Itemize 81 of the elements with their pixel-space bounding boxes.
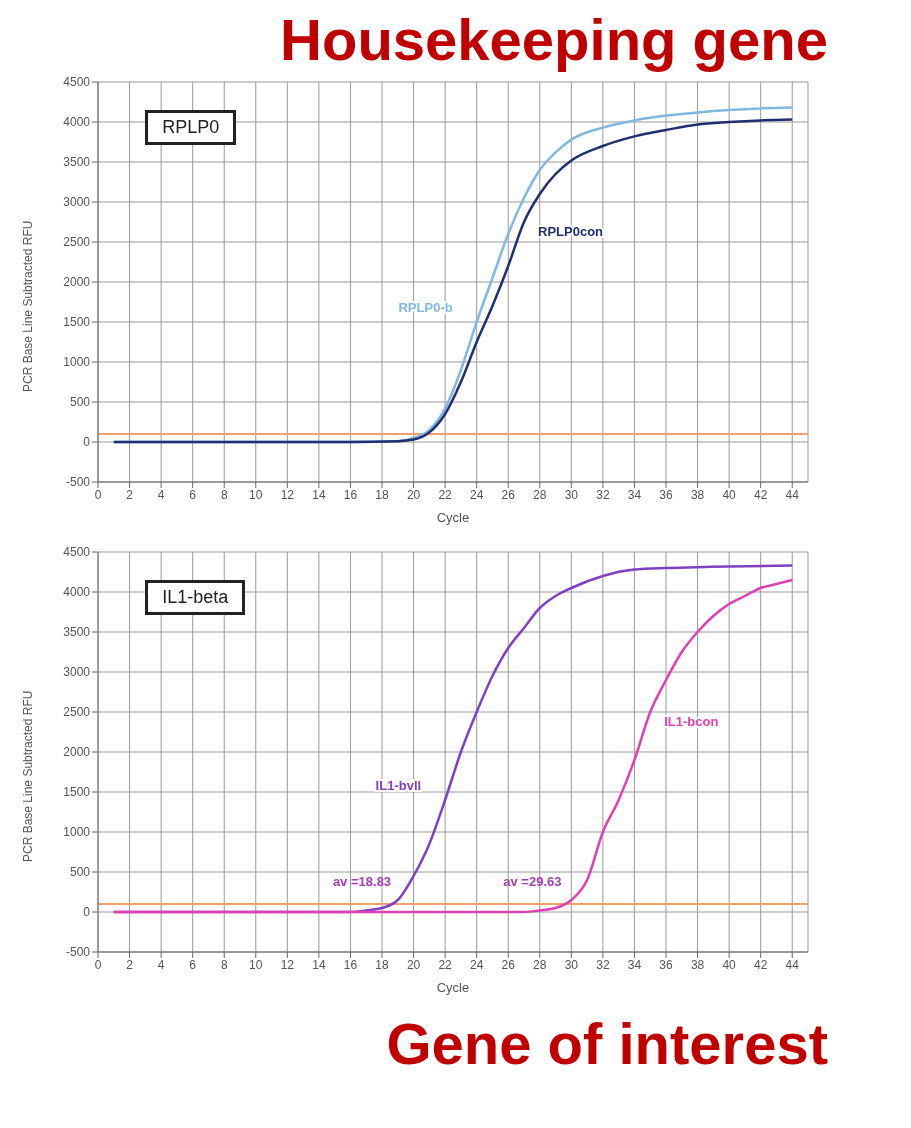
- x-tick-label: 2: [126, 957, 134, 972]
- y-tick-label: 2500: [63, 705, 91, 720]
- y-tick-label: -500: [65, 475, 91, 490]
- y-tick-label: 2000: [63, 275, 91, 290]
- y-axis-title: PCR Base Line Subtracted RFU: [21, 220, 36, 392]
- x-tick-label: 38: [690, 957, 705, 972]
- x-tick-label: 24: [469, 487, 484, 502]
- x-axis-title: Cycle: [436, 980, 470, 995]
- y-tick-label: 500: [69, 395, 91, 410]
- x-tick-label: 20: [406, 957, 421, 972]
- x-tick-label: 10: [249, 957, 263, 972]
- chart-title: Housekeeping gene: [279, 7, 828, 72]
- x-tick-label: 32: [596, 487, 610, 502]
- y-tick-label: 1000: [63, 355, 91, 370]
- x-tick-label: 40: [722, 957, 737, 972]
- x-tick-label: 44: [785, 487, 800, 502]
- x-tick-label: 28: [533, 487, 547, 502]
- x-tick-label: 28: [533, 957, 547, 972]
- x-tick-label: 10: [249, 487, 263, 502]
- y-tick-label: 0: [83, 435, 91, 450]
- annotation: av =29.63: [502, 874, 562, 889]
- series-label: IL1-bvll: [375, 778, 422, 793]
- x-tick-label: 32: [596, 957, 610, 972]
- x-tick-label: 8: [220, 487, 228, 502]
- y-tick-label: 500: [69, 865, 91, 880]
- x-tick-label: 0: [94, 487, 102, 502]
- x-tick-label: 30: [564, 957, 579, 972]
- text: Gene of interest: [385, 1011, 828, 1076]
- y-tick-label: -500: [65, 945, 91, 960]
- y-tick-label: 1000: [63, 825, 91, 840]
- x-tick-label: 14: [312, 487, 326, 502]
- annotation: av =18.83: [331, 874, 392, 889]
- series-label: RPLP0con: [538, 224, 604, 239]
- panel-label-box: IL1-beta: [145, 580, 246, 615]
- x-tick-label: 2: [126, 487, 134, 502]
- panel-label-box: RPLP0: [145, 110, 237, 145]
- x-tick-label: 12: [280, 487, 295, 502]
- series-label: IL1-bcon: [664, 714, 719, 729]
- y-tick-label: 0: [83, 905, 91, 920]
- x-tick-label: 12: [280, 957, 295, 972]
- x-tick-label: 22: [438, 957, 453, 972]
- y-tick-label: 2000: [63, 745, 91, 760]
- x-axis-title: Cycle: [436, 510, 470, 525]
- x-tick-label: 34: [627, 487, 642, 502]
- y-tick-label: 3000: [63, 665, 91, 680]
- x-tick-label: 8: [220, 957, 228, 972]
- x-tick-label: 26: [501, 957, 516, 972]
- x-tick-label: 16: [343, 487, 358, 502]
- x-tick-label: 42: [753, 957, 768, 972]
- x-tick-label: 22: [438, 487, 453, 502]
- y-tick-label: 2500: [63, 235, 91, 250]
- x-tick-label: 0: [94, 957, 102, 972]
- y-tick-label: 4500: [63, 545, 91, 560]
- x-tick-label: 6: [189, 487, 197, 502]
- x-tick-label: 38: [690, 487, 705, 502]
- x-tick-label: 36: [659, 487, 673, 502]
- x-tick-label: 42: [753, 487, 768, 502]
- x-tick-label: 44: [785, 957, 800, 972]
- y-tick-label: 3000: [63, 195, 91, 210]
- x-tick-label: 36: [659, 957, 673, 972]
- x-tick-label: 18: [375, 957, 389, 972]
- x-tick-label: 24: [469, 957, 484, 972]
- y-tick-label: 4000: [63, 585, 91, 600]
- x-tick-label: 16: [343, 957, 358, 972]
- x-tick-label: 4: [157, 487, 165, 502]
- x-tick-label: 18: [375, 487, 389, 502]
- x-tick-label: 6: [189, 957, 197, 972]
- y-tick-label: 3500: [63, 155, 91, 170]
- x-tick-label: 20: [406, 487, 421, 502]
- y-tick-label: 3500: [63, 625, 91, 640]
- x-tick-label: 14: [312, 957, 326, 972]
- y-tick-label: 4000: [63, 115, 91, 130]
- x-tick-label: 4: [157, 957, 165, 972]
- x-tick-label: 30: [564, 487, 579, 502]
- y-tick-label: 1500: [63, 315, 91, 330]
- x-tick-label: 40: [722, 487, 737, 502]
- x-tick-label: 34: [627, 957, 642, 972]
- x-tick-label: 26: [501, 487, 516, 502]
- y-tick-label: 4500: [63, 75, 91, 90]
- y-tick-label: 1500: [63, 785, 91, 800]
- y-axis-title: PCR Base Line Subtracted RFU: [21, 690, 36, 862]
